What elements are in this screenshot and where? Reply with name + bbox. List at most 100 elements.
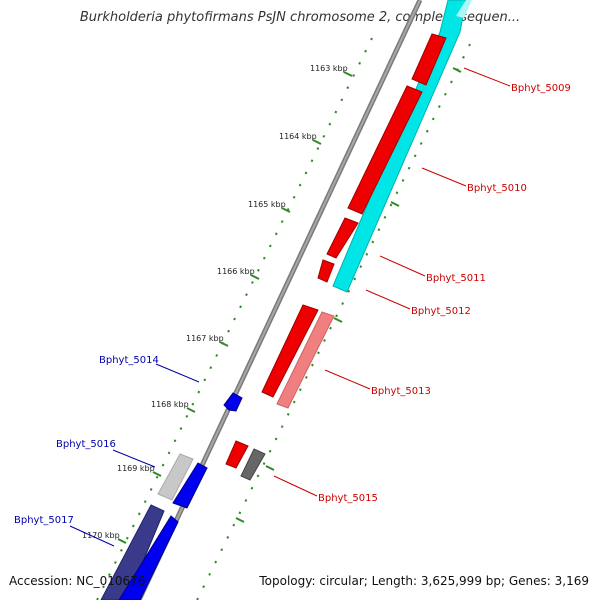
scale-dot [173,439,177,443]
gene-label-bphyt-5015[interactable]: Bphyt_5015 [318,493,378,504]
cds-bphyt-5009[interactable] [411,33,447,86]
scale-dot [317,351,320,355]
scale-dot [149,488,153,491]
scale-dot [334,110,338,114]
scale-dot [444,92,447,96]
tick-label-1165: 1165 kbp [248,200,286,209]
gene-label-bphyt-5009[interactable]: Bphyt_5009 [511,83,571,94]
gene-label-bphyt-5011[interactable]: Bphyt_5011 [426,273,486,284]
scale-dot [329,326,332,330]
scale-dot [286,412,290,416]
scale-dot [214,560,218,564]
outer-ring-tick [390,201,400,207]
gene-label-bphyt-5016[interactable]: Bphyt_5016 [56,439,116,450]
cds-bphyt-5016[interactable] [172,462,208,509]
scale-ticks [117,71,353,544]
scale-dot [401,179,405,182]
scale-dot [468,43,471,47]
scale-dot [262,256,266,260]
scale-dot [389,203,393,207]
outer-ring-tick [333,317,343,323]
tick-label-1163: 1163 kbp [310,64,348,73]
gene-label-bphyt-5013[interactable]: Bphyt_5013 [371,386,431,397]
scale-major-tick [250,274,260,280]
scale-dot [161,463,165,467]
scale-dot [203,378,207,382]
scale-dot [431,117,435,121]
scale-dot [304,375,308,379]
scale-major-tick [281,207,291,213]
outer-ring-tick [452,67,462,73]
scale-dot [352,74,356,77]
scale-dot [274,437,278,441]
scale-dot [298,388,302,392]
similarity-block-5013[interactable] [276,311,335,409]
scale-dot [197,390,201,394]
scale-dot [262,462,266,465]
scale-dot [340,98,344,102]
scale-major-tick [186,407,196,413]
gene-label-bphyt-5017[interactable]: Bphyt_5017 [14,515,74,526]
scale-dot [226,536,230,539]
scale-dot [419,142,423,145]
scale-dot [413,154,417,158]
scale-dot [251,281,254,284]
scale-major-tick [152,471,162,477]
scale-dot [335,314,338,318]
similarity-block-5016[interactable] [157,453,194,501]
scale-dot [353,277,357,281]
outer-ring-tick [265,465,275,471]
cds-bphyt-5014[interactable] [223,392,243,412]
tick-label-1170: 1170 kbp [82,531,120,540]
scale-dot [238,511,242,515]
accession-label: Accession: NC_010676 [9,574,146,588]
scale-dot [268,449,272,453]
scale-dot [227,329,230,333]
scale-dot [131,524,135,528]
outer-ring-tick [235,517,245,523]
scale-dot [407,166,411,170]
scale-major-tick [219,341,229,347]
scale-dot [364,49,367,53]
scale-dot [155,475,159,479]
cds-bphyt-5017[interactable] [118,515,179,600]
scale-major-tick [312,139,322,145]
scale-tick-labels: 1163 kbp 1164 kbp 1165 kbp 1166 kbp 1167… [82,64,348,540]
gene-label-bphyt-5012[interactable]: Bphyt_5012 [411,306,471,317]
scale-dot [359,265,363,269]
scale-dot [304,171,308,175]
similarity-block-5017[interactable] [100,504,165,600]
scale-dot [120,548,123,552]
cds-bphyt-5011[interactable] [326,217,359,259]
scale-dot [250,486,254,490]
gene-label-bphyt-5014[interactable]: Bphyt_5014 [99,355,159,366]
cds-bphyt-5013[interactable] [261,304,319,398]
scale-dot [280,425,284,429]
cds-bphyt-5012[interactable] [317,259,335,283]
scale-dot [425,129,429,133]
scale-dot [256,474,260,478]
scale-dot [233,317,236,321]
similarity-band-forward[interactable] [332,0,467,293]
scale-dot [280,220,284,224]
scale-dot [322,134,326,138]
tick-label-1166: 1166 kbp [217,267,255,276]
scale-dot [365,252,369,256]
scale-dot [311,363,314,367]
scale-dot [137,512,141,516]
scale-dot [185,414,189,418]
backbone-arc [136,0,423,600]
scale-dot [371,240,375,244]
cds-bphyt-5015[interactable] [225,440,249,469]
scale-dot [102,585,105,589]
similarity-block-5015[interactable] [240,448,266,481]
scale-dot [179,427,183,430]
tick-label-1167: 1167 kbp [186,334,224,343]
gene-label-bphyt-5010[interactable]: Bphyt_5010 [467,183,527,194]
scale-dot [274,232,278,236]
scale-dot [462,55,465,59]
scale-dot [395,191,399,195]
scale-dot [341,302,344,305]
cds-bphyt-5010[interactable] [347,85,423,215]
